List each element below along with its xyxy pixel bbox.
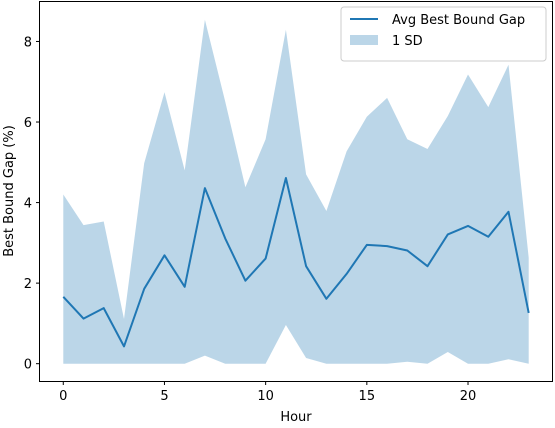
x-tick-label-20: 20 <box>460 389 477 404</box>
plot-area <box>62 19 530 364</box>
legend-series-sd: 1 SD <box>392 34 423 49</box>
y-axis-label: Best Bound Gap (%) <box>2 125 17 257</box>
y-tick-label-4: 4 <box>24 197 32 212</box>
y-tick-label-6: 6 <box>24 116 32 131</box>
legend-frame <box>340 6 547 62</box>
sd-band <box>63 19 529 364</box>
legend: Avg Best Bound Gap 1 SD <box>340 6 547 62</box>
legend-series-avg: Avg Best Bound Gap <box>392 13 525 28</box>
x-tick-label-15: 15 <box>359 389 376 404</box>
x-axis-label: Hour <box>280 410 312 425</box>
y-tick-label-2: 2 <box>24 277 32 292</box>
plot-frame <box>39 1 553 382</box>
legend-band-swatch <box>350 35 378 45</box>
avg-gap-line <box>62 177 530 348</box>
y-tick-label-0: 0 <box>24 358 32 373</box>
x-tick-label-0: 0 <box>59 389 67 404</box>
x-tick-label-5: 5 <box>160 389 168 404</box>
x-tick-label-10: 10 <box>257 389 274 404</box>
y-tick-label-8: 8 <box>24 35 32 50</box>
